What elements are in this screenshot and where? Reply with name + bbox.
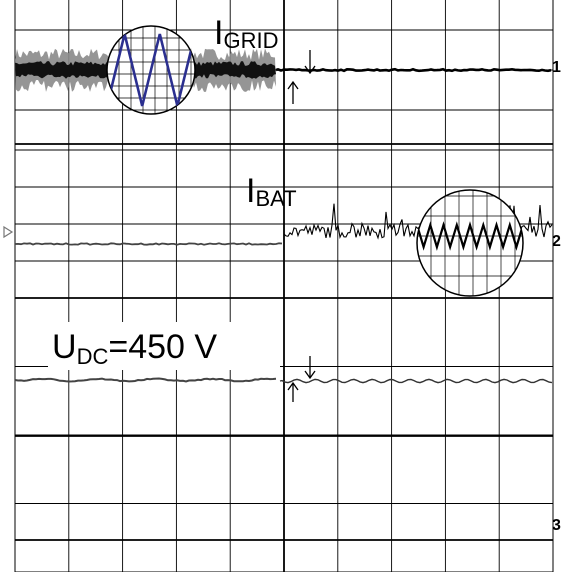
panel-ibat — [14, 149, 554, 299]
inset-igrid-trace — [107, 33, 195, 107]
arrow-down-icon — [304, 50, 316, 75]
arrow-down-icon — [304, 356, 316, 380]
trace-udc-left — [14, 377, 277, 383]
channel-marker-2: 2 — [552, 233, 561, 250]
arrow-up-icon — [287, 381, 299, 402]
trace-udc-right — [279, 378, 553, 384]
trace-igrid-flat — [275, 67, 552, 73]
trace-ibat-flat — [14, 242, 283, 246]
label-igrid: IGRID — [214, 14, 278, 53]
label-ibat: IBAT — [246, 172, 297, 211]
label-udc-background — [48, 322, 280, 370]
ground-marker-icon — [3, 225, 14, 239]
inset-ibat-content — [417, 190, 523, 296]
panel-igrid — [14, 0, 554, 151]
inset-ibat-trace — [417, 221, 523, 251]
channel-marker-1: 1 — [552, 59, 561, 76]
inset-ibat-magnifier — [416, 189, 524, 297]
channel-marker-3: 3 — [552, 517, 561, 534]
label-udc: UDC=450 V — [52, 328, 217, 369]
arrow-up-icon — [287, 80, 299, 104]
